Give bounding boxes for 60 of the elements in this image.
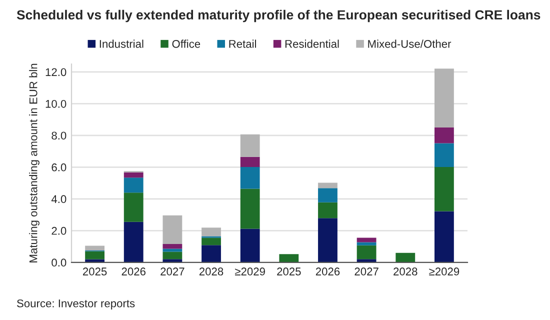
bar <box>85 259 104 262</box>
x-tick-label: 2028 <box>394 268 418 276</box>
bar <box>162 248 182 252</box>
y-tick-label: 6.0 <box>52 163 66 172</box>
bar <box>434 167 454 212</box>
bar <box>85 251 104 260</box>
bar <box>434 127 454 144</box>
bar <box>434 211 454 262</box>
bar <box>202 245 221 262</box>
bar <box>85 246 104 250</box>
bar <box>356 245 376 260</box>
x-tick-label: ≥2029 <box>235 268 265 276</box>
bar <box>396 252 416 262</box>
x-tick-label: ≥2029 <box>429 268 460 276</box>
bar <box>162 215 182 244</box>
x-tick-label: 2025 <box>82 268 107 276</box>
bar <box>356 259 376 262</box>
bar <box>318 218 338 262</box>
legend-label: Office <box>172 40 200 48</box>
bar <box>318 182 338 188</box>
x-tick-label: 2027 <box>160 268 184 276</box>
x-tick-label: 2026 <box>122 268 146 276</box>
bar <box>162 244 182 249</box>
legend-label: Retail <box>229 40 256 48</box>
bar <box>318 202 338 218</box>
y-tick-label: 4.0 <box>51 195 66 204</box>
y-tick-label: 2.0 <box>52 226 66 235</box>
bar <box>124 222 144 262</box>
bar <box>318 188 338 202</box>
y-tick-label: 8.0 <box>52 132 66 140</box>
y-axis-title: Maturing outstanding amount in EUR bln <box>29 64 40 262</box>
source-note: Source: Investor reports <box>17 299 135 310</box>
bar <box>240 167 260 189</box>
y-tick-label: 12.0 <box>46 68 66 76</box>
bar <box>162 259 182 262</box>
chart-title: Scheduled vs fully extended maturity profile of the European securitised CRE loans <box>16 10 540 22</box>
bar <box>240 188 260 229</box>
bar <box>202 228 221 236</box>
bar <box>356 242 376 246</box>
bar <box>279 254 299 262</box>
bar <box>240 156 260 168</box>
bar <box>240 228 260 262</box>
x-tick-label: 2025 <box>277 268 301 276</box>
bar <box>162 252 182 260</box>
legend-label: Residential <box>285 40 339 48</box>
bar <box>124 172 144 178</box>
bar <box>434 68 454 128</box>
x-tick-label: 2027 <box>354 268 378 276</box>
bar <box>124 192 144 222</box>
y-tick-label: 10.0 <box>46 100 66 108</box>
bar <box>356 238 376 242</box>
y-tick-label: 0.0 <box>52 258 66 267</box>
legend-label: Industrial <box>100 40 144 48</box>
x-tick-label: 2026 <box>316 268 340 276</box>
x-tick-label: 2028 <box>199 268 224 276</box>
bar <box>240 134 260 157</box>
bar <box>434 143 454 168</box>
bar <box>202 238 221 246</box>
bar <box>124 178 144 193</box>
legend-label: Mixed-Use/Other <box>368 40 452 48</box>
